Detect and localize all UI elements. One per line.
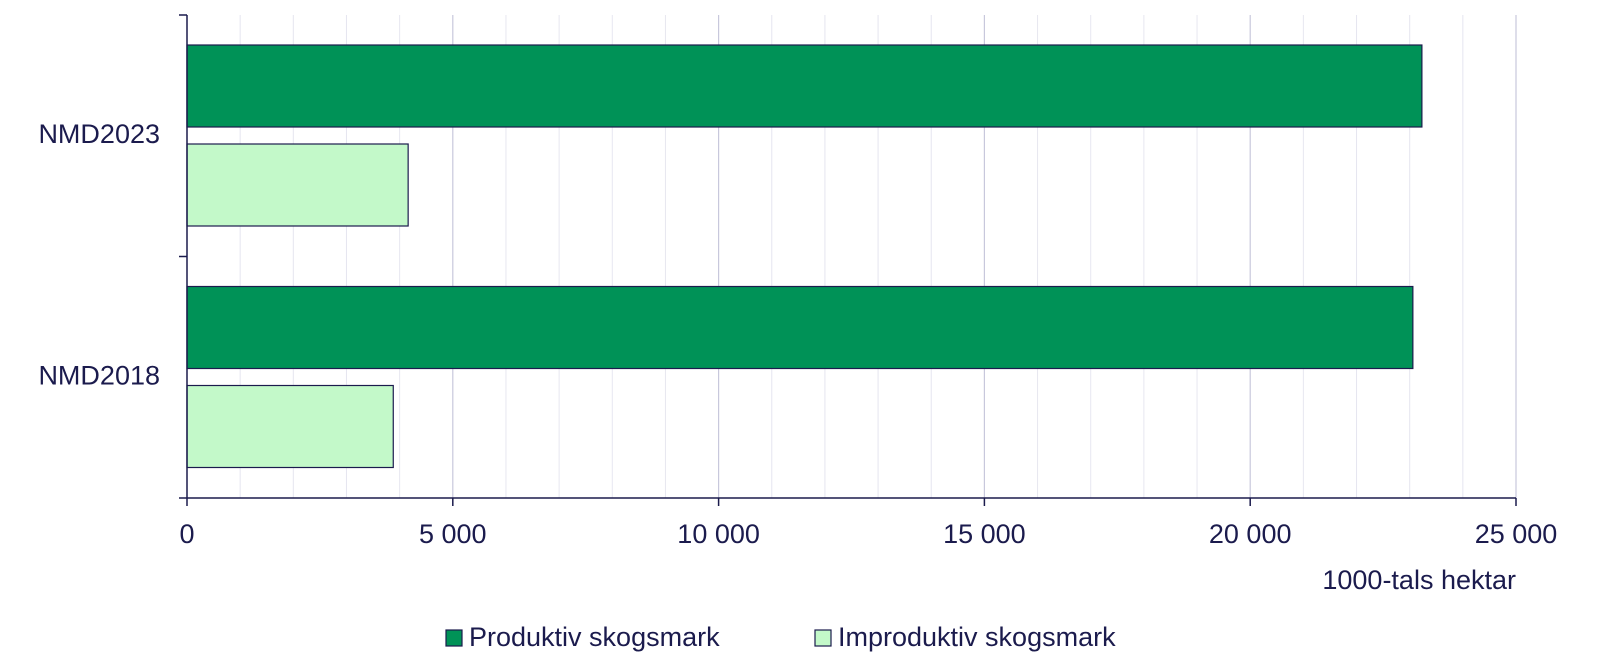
x-tick-label: 25 000: [1475, 519, 1558, 549]
legend-label: Produktiv skogsmark: [469, 622, 720, 652]
x-tick-label: 15 000: [943, 519, 1026, 549]
x-axis-label: 1000-tals hektar: [1322, 565, 1516, 595]
x-tick-label: 20 000: [1209, 519, 1292, 549]
legend-swatch: [445, 629, 463, 647]
x-tick-label: 10 000: [677, 519, 760, 549]
x-tick-label: 5 000: [419, 519, 487, 549]
y-tick-label: NMD2018: [38, 360, 160, 390]
x-tick-label: 0: [179, 519, 194, 549]
bar: [186, 384, 394, 469]
bar: [186, 285, 1414, 370]
bar: [186, 143, 409, 227]
bar: [186, 44, 1423, 128]
y-tick-label: NMD2023: [38, 119, 160, 149]
legend-label: Improduktiv skogsmark: [838, 622, 1116, 652]
legend-swatch: [814, 629, 832, 647]
